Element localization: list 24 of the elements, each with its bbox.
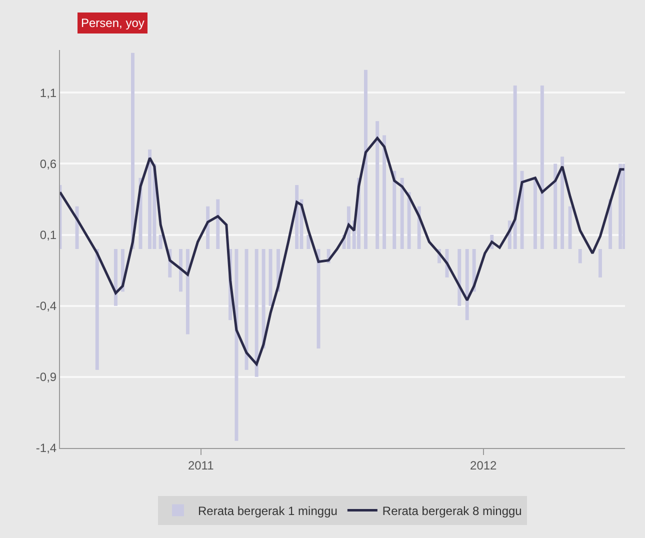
y-tick-label: -0,9 <box>36 370 57 384</box>
y-tick-label: -0,4 <box>36 299 57 314</box>
x-tick-label: 2012 <box>470 458 498 472</box>
legend-label: Rerata bergerak 8 minggu <box>382 504 522 518</box>
bar <box>262 249 266 348</box>
bar <box>206 206 210 249</box>
y-tick-label: 0,6 <box>40 156 57 171</box>
legend-label: Rerata bergerak 1 minggu <box>198 504 338 518</box>
bar <box>306 234 310 249</box>
bar <box>234 249 238 441</box>
line-series <box>60 136 625 366</box>
bar <box>568 206 572 249</box>
bar <box>114 249 118 306</box>
bar <box>407 192 411 249</box>
bar <box>158 234 162 249</box>
bar <box>560 156 564 249</box>
x-tick-label: 2011 <box>188 458 214 472</box>
bar <box>520 170 524 249</box>
bar <box>458 249 462 306</box>
y-tick-label: 0,1 <box>40 228 57 242</box>
y-tick-label: 1,1 <box>40 86 57 100</box>
text: Persen, yoy <box>81 16 144 30</box>
bar <box>513 86 517 249</box>
y-tick-label: -1,4 <box>36 441 57 456</box>
